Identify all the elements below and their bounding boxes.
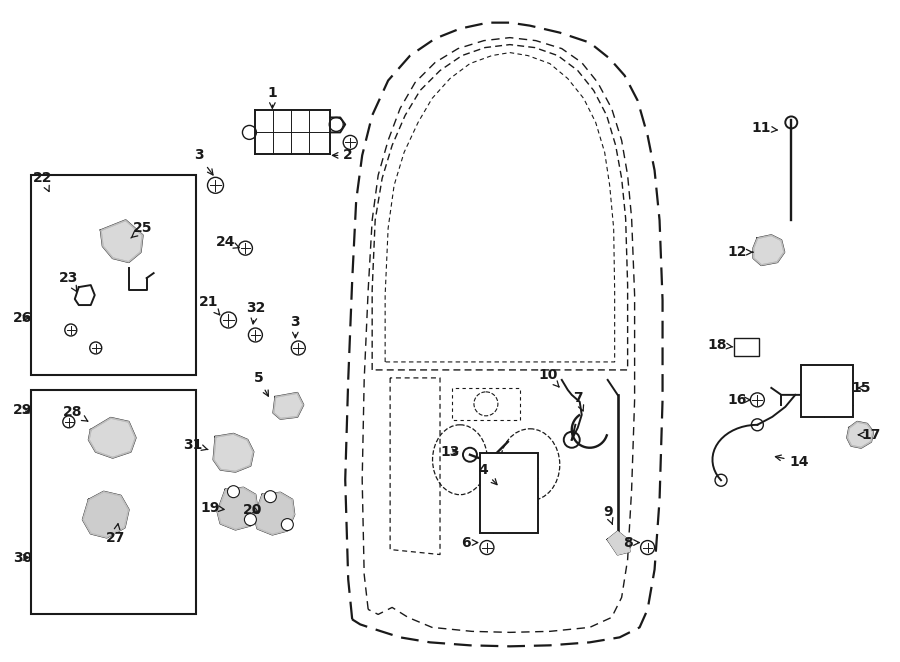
Text: 13: 13 — [440, 445, 460, 459]
Polygon shape — [608, 532, 630, 555]
Text: 20: 20 — [243, 502, 262, 516]
Polygon shape — [753, 235, 784, 265]
Text: 22: 22 — [33, 171, 52, 191]
FancyBboxPatch shape — [734, 338, 760, 356]
Text: 24: 24 — [216, 235, 239, 249]
Text: 18: 18 — [707, 338, 733, 352]
Polygon shape — [847, 422, 873, 448]
Text: 27: 27 — [106, 524, 125, 545]
Polygon shape — [218, 488, 257, 530]
Text: 1: 1 — [267, 85, 277, 109]
Text: 29: 29 — [14, 403, 32, 417]
Text: 31: 31 — [183, 438, 208, 451]
Text: 19: 19 — [201, 500, 224, 514]
FancyBboxPatch shape — [31, 175, 195, 375]
Circle shape — [245, 514, 256, 526]
Polygon shape — [83, 492, 129, 538]
Text: 11: 11 — [752, 121, 778, 136]
Text: 9: 9 — [603, 504, 613, 524]
Text: 10: 10 — [538, 368, 559, 387]
Text: 25: 25 — [130, 221, 152, 238]
Text: 16: 16 — [728, 393, 751, 407]
Circle shape — [282, 518, 293, 530]
Text: 5: 5 — [254, 371, 268, 396]
FancyBboxPatch shape — [480, 453, 538, 532]
FancyBboxPatch shape — [31, 390, 195, 614]
Circle shape — [265, 491, 276, 502]
Text: 4: 4 — [478, 463, 497, 485]
Text: 14: 14 — [776, 455, 809, 469]
Polygon shape — [255, 493, 294, 535]
Text: 12: 12 — [727, 245, 752, 259]
FancyBboxPatch shape — [801, 365, 853, 417]
Text: 32: 32 — [246, 301, 266, 324]
Text: 15: 15 — [851, 381, 871, 395]
Text: 3: 3 — [194, 148, 213, 175]
Text: 26: 26 — [14, 311, 32, 325]
Text: 2: 2 — [332, 148, 353, 162]
Text: 7: 7 — [573, 391, 583, 411]
Text: 8: 8 — [623, 536, 639, 549]
Polygon shape — [213, 434, 254, 472]
Polygon shape — [274, 393, 303, 419]
Circle shape — [228, 486, 239, 498]
Polygon shape — [101, 220, 142, 262]
Text: 17: 17 — [859, 428, 881, 442]
Text: 28: 28 — [63, 405, 88, 421]
Text: 6: 6 — [461, 536, 478, 549]
Text: 30: 30 — [14, 551, 32, 565]
Text: 21: 21 — [199, 295, 220, 315]
Text: 3: 3 — [291, 315, 300, 338]
Text: 23: 23 — [59, 271, 78, 291]
Polygon shape — [89, 418, 136, 457]
